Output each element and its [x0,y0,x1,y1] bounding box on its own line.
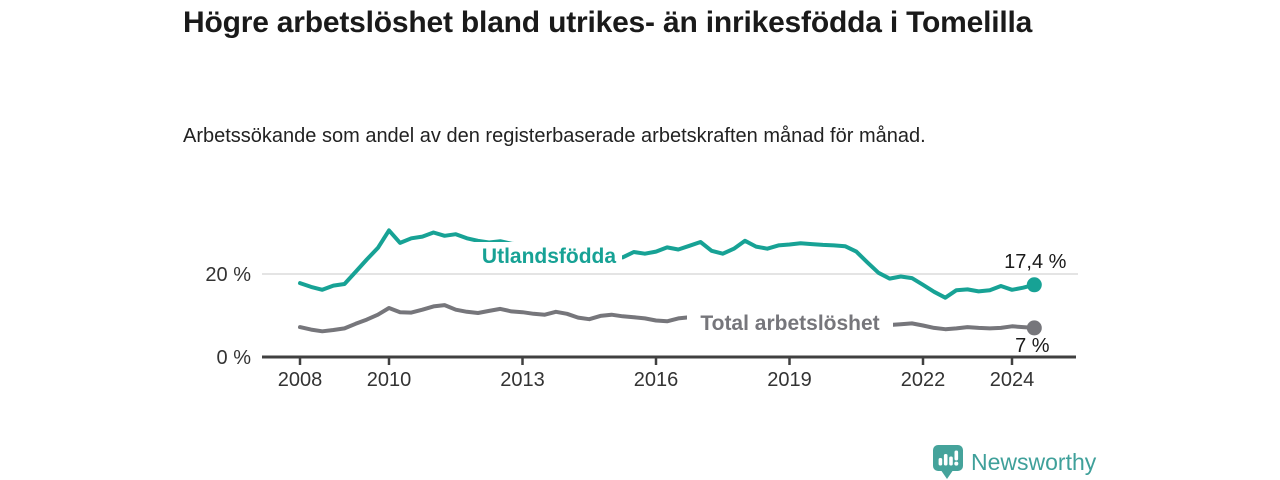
x-tick-label-2016: 2016 [634,369,679,391]
end-value-label-total: 7 % [1015,335,1050,357]
logo-bar-medium [949,456,953,466]
logo-exclamation-bar [954,450,959,461]
x-tick-label-2024: 2024 [990,369,1035,391]
label-mask-utlandsfodda [474,242,622,269]
x-tick-label-2022: 2022 [901,369,946,391]
page-title: Högre arbetslöshet bland utrikes- än inr… [183,6,1033,39]
logo-badge-shape [933,445,963,479]
end-value-label-utlandsfodda: 17,4 % [1004,251,1066,273]
x-tick-label-2013: 2013 [500,369,545,391]
x-tick-label-2019: 2019 [767,369,812,391]
series-label-total-arbetsloshet: Total arbetslöshet [700,312,879,335]
newsworthy-logo[interactable]: Newsworthy [933,445,1096,479]
y-tick-label-0: 0 % [217,347,252,369]
x-axis-ticks: 2008 2010 2013 2016 2019 2022 2024 [278,358,1035,391]
newsworthy-logo-icon [933,445,963,479]
x-tick-label-2008: 2008 [278,369,323,391]
newsworthy-wordmark: Newsworthy [971,448,1097,475]
y-tick-label-20: 20 % [205,264,251,286]
logo-bar-tall [943,454,948,466]
end-dot-total [1026,320,1042,336]
logo-bar-short [938,458,943,466]
end-dot-utlandsfodda [1026,277,1042,293]
logo-exclamation-dot [954,461,959,466]
x-tick-label-2010: 2010 [367,369,412,391]
series-line-total-arbetsloshet [298,303,1037,334]
series-line-utlandsfodda [298,228,1037,300]
chart-subtitle: Arbetssökande som andel av den registerb… [183,125,926,147]
label-mask-total [687,309,893,336]
series-label-utlandsfodda: Utlandsfödda [482,245,616,268]
